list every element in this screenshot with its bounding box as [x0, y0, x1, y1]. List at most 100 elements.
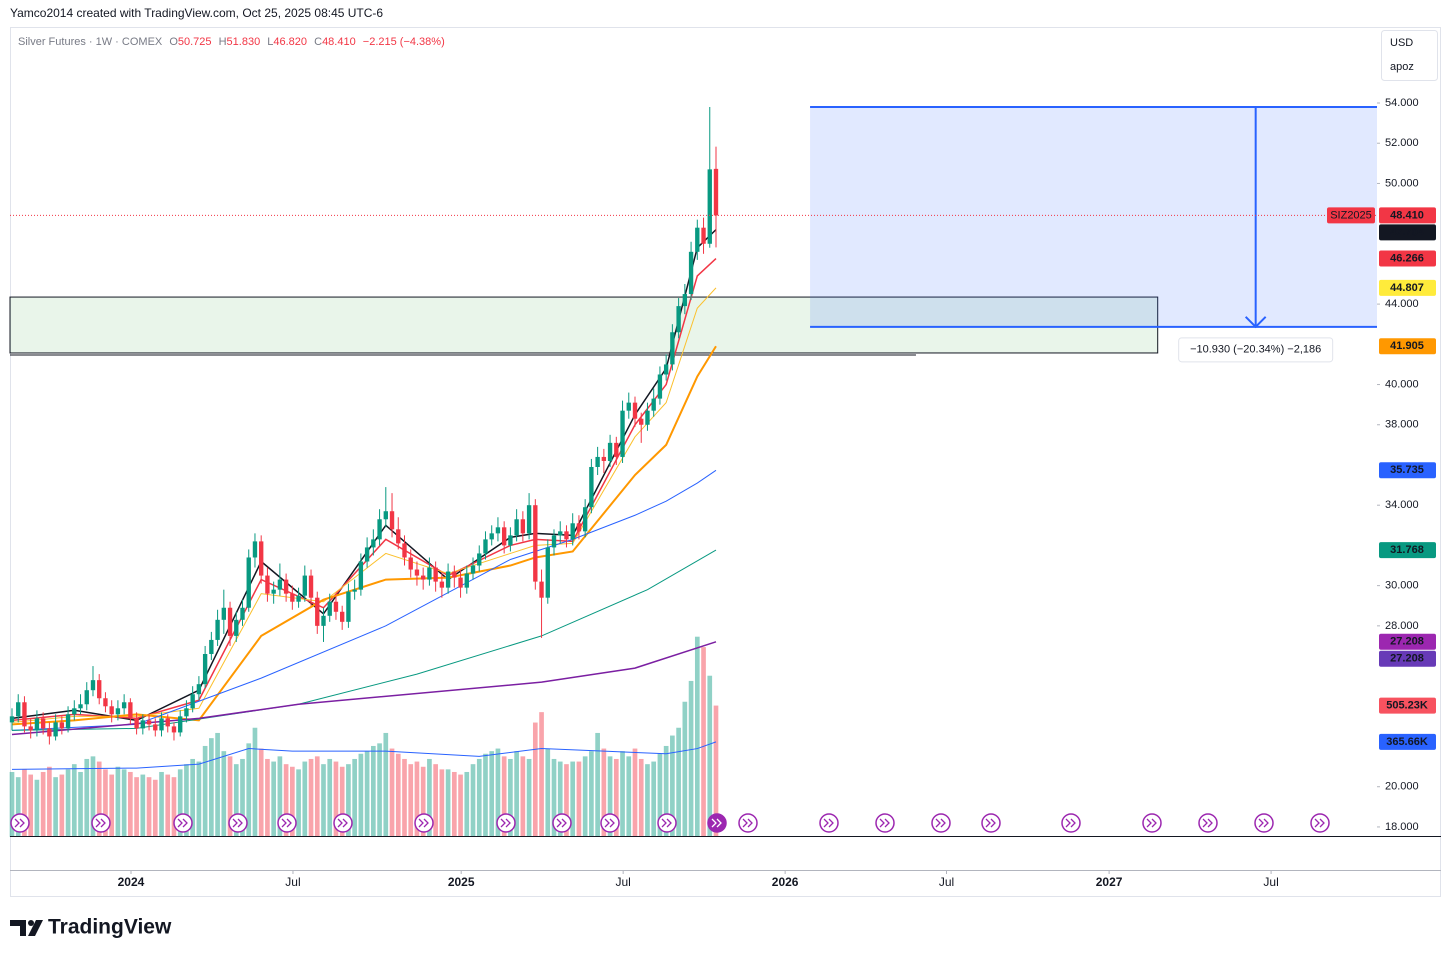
volume-bar	[402, 758, 407, 837]
volume-bar	[265, 758, 270, 837]
volume-bar	[657, 753, 663, 837]
currency: USD	[1390, 37, 1413, 49]
event-icon[interactable]	[931, 813, 951, 833]
event-glyph	[1202, 818, 1213, 828]
candle-body	[477, 553, 482, 566]
candle-body	[420, 575, 426, 580]
candle-body	[614, 442, 619, 457]
x-tick-label: Jul	[615, 875, 630, 889]
legend-value: 46.820	[273, 36, 307, 48]
volume-bar	[476, 758, 482, 837]
event-icon[interactable]	[1254, 813, 1274, 833]
event-icon[interactable]	[91, 813, 111, 833]
event-glyph	[281, 818, 292, 828]
event-icon[interactable]	[1142, 813, 1162, 833]
event-icon[interactable]	[707, 813, 727, 833]
volume-bar	[346, 764, 351, 837]
volume-bar	[321, 764, 326, 837]
volume-bar	[663, 745, 669, 837]
x-tick-label: Jul	[939, 875, 954, 889]
volume-bar	[458, 774, 463, 837]
volume-bar	[514, 751, 519, 837]
event-icon[interactable]	[1061, 813, 1081, 833]
candle-body	[302, 575, 307, 596]
event-circle	[738, 813, 758, 833]
volume-bar	[427, 758, 432, 837]
event-icon[interactable]	[333, 813, 353, 833]
y-tick-label: 34.000	[1385, 499, 1419, 511]
volume-bar	[389, 748, 395, 837]
volume-bar	[371, 745, 376, 837]
volume-bar	[601, 748, 607, 837]
volume-ma	[11, 741, 717, 770]
legend-key: O	[169, 36, 178, 48]
event-icon[interactable]	[875, 813, 895, 833]
event-icon[interactable]	[657, 813, 677, 833]
event-glyph	[556, 818, 567, 828]
volume-bar	[140, 774, 146, 837]
volume-bar	[215, 732, 220, 837]
candle-body	[290, 593, 295, 602]
volume-bar	[59, 774, 65, 837]
volume-bar	[47, 766, 52, 837]
price-badge-label: 35.735	[1390, 464, 1424, 476]
candle-body	[427, 567, 432, 580]
event-icon[interactable]	[1198, 813, 1218, 833]
candle-body	[140, 720, 146, 729]
x-tick-label: 2024	[118, 875, 145, 889]
event-icon[interactable]	[228, 813, 248, 833]
event-circle	[1310, 813, 1330, 833]
legend-change: −2.215 (−4.38%)	[363, 36, 445, 48]
volume-bar	[109, 774, 115, 837]
event-glyph	[337, 818, 348, 828]
event-circle	[600, 813, 620, 833]
event-icon[interactable]	[1310, 813, 1330, 833]
candle-body	[576, 523, 582, 532]
measure-arrowhead	[1244, 316, 1267, 329]
currency-box[interactable]	[1381, 30, 1438, 81]
price-badge	[1379, 338, 1436, 355]
price-badge-label: 46.266	[1390, 252, 1424, 264]
volume-bar	[165, 774, 171, 837]
price-badge-label: 44.807	[1390, 282, 1424, 294]
event-icon[interactable]	[738, 813, 758, 833]
event-circle	[657, 813, 677, 833]
candle-body	[234, 619, 239, 636]
event-icon[interactable]	[173, 813, 193, 833]
price-badge	[1379, 542, 1436, 559]
y-tick-label: 20.000	[1385, 781, 1419, 793]
event-icon[interactable]	[600, 813, 620, 833]
candle-body	[695, 227, 700, 252]
candle-body	[109, 706, 114, 715]
y-tick-label: 54.000	[1385, 97, 1419, 109]
y-tick-label: 50.000	[1385, 177, 1419, 189]
volume-bar	[78, 771, 83, 837]
price-badge-label: 41.905	[1390, 340, 1424, 352]
candle-body	[53, 722, 58, 737]
price-badge-label: 31.768	[1390, 544, 1424, 556]
price-badge-label: 27.208	[1390, 653, 1424, 665]
candle-body	[171, 726, 177, 733]
event-circle	[414, 813, 434, 833]
event-icon[interactable]	[496, 813, 516, 833]
event-icon[interactable]	[10, 813, 30, 833]
candle-body	[651, 398, 656, 411]
measure-area	[810, 107, 1377, 327]
event-icon[interactable]	[819, 813, 839, 833]
volume-bar	[358, 753, 364, 837]
candle-body	[364, 547, 370, 562]
event-icon[interactable]	[277, 813, 297, 833]
candle-body	[72, 708, 77, 715]
candle-body	[277, 579, 283, 590]
volume-bar	[314, 756, 320, 837]
event-icon[interactable]	[981, 813, 1001, 833]
event-icon[interactable]	[414, 813, 434, 833]
candle-body	[346, 591, 351, 622]
y-tick-label: 38.000	[1385, 419, 1419, 431]
volume-bar	[420, 766, 426, 837]
event-icon[interactable]	[552, 813, 572, 833]
volume-bar	[439, 769, 445, 837]
candle-body	[533, 505, 538, 582]
candle-body	[464, 573, 469, 588]
